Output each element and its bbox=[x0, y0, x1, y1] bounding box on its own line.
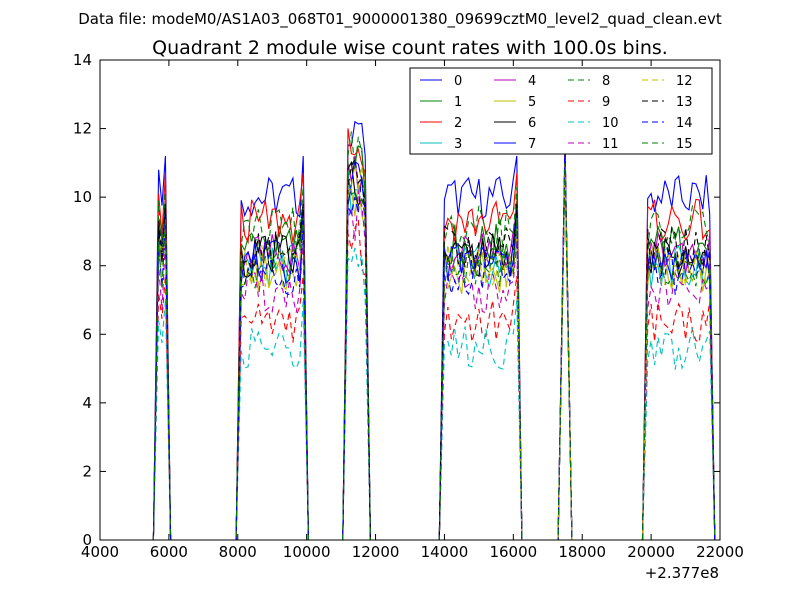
legend-label: 11 bbox=[602, 137, 619, 152]
legend-label: 6 bbox=[528, 116, 536, 131]
x-tick-label: 14000 bbox=[421, 543, 469, 561]
y-tick-label: 8 bbox=[82, 257, 92, 275]
legend-label: 1 bbox=[454, 95, 462, 110]
series-line-9 bbox=[151, 162, 717, 541]
x-tick-label: 8000 bbox=[219, 543, 257, 561]
legend-label: 3 bbox=[454, 137, 462, 152]
legend-label: 8 bbox=[602, 74, 610, 89]
legend-box bbox=[409, 67, 713, 155]
legend-label: 9 bbox=[602, 95, 610, 110]
legend-label: 5 bbox=[528, 95, 536, 110]
axis-ticks: 4000 6000 8000 10000 12000 14000 16000 18000 200… bbox=[73, 51, 744, 561]
x-tick-label: 16000 bbox=[489, 543, 537, 561]
legend-label: 10 bbox=[602, 116, 619, 131]
series-line-2 bbox=[151, 128, 717, 541]
legend-label: 13 bbox=[676, 95, 693, 110]
y-tick-label: 0 bbox=[82, 531, 92, 549]
y-tick-label: 6 bbox=[82, 325, 92, 343]
legend-label: 15 bbox=[676, 137, 693, 152]
x-tick-label: 4000 bbox=[81, 543, 119, 561]
x-tick-label: 12000 bbox=[352, 543, 400, 561]
series-line-8 bbox=[151, 131, 717, 541]
series-line-11 bbox=[151, 142, 717, 541]
y-tick-label: 10 bbox=[73, 188, 92, 206]
x-tick-label: 18000 bbox=[558, 543, 606, 561]
data-file-header: Data file: modeM0/AS1A03_068T01_90000013… bbox=[78, 10, 722, 29]
series-layer bbox=[151, 120, 717, 541]
y-tick-label: 2 bbox=[82, 462, 92, 480]
series-line-13 bbox=[151, 152, 717, 541]
legend-label: 0 bbox=[454, 74, 462, 89]
series-line-15 bbox=[151, 162, 717, 541]
series-line-12 bbox=[151, 162, 717, 541]
x-tick-label: 10000 bbox=[283, 543, 331, 561]
plot-frame bbox=[99, 59, 721, 541]
series-line-14 bbox=[151, 142, 717, 541]
y-tick-label: 14 bbox=[73, 51, 92, 69]
chart-title: Quadrant 2 module wise count rates with … bbox=[152, 37, 668, 59]
x-tick-label: 22000 bbox=[696, 543, 744, 561]
x-tick-label: 20000 bbox=[627, 543, 675, 561]
series-line-10 bbox=[151, 152, 717, 541]
legend-label: 7 bbox=[528, 137, 536, 152]
x-tick-label: 6000 bbox=[150, 543, 188, 561]
x-offset-label: +2.377e8 bbox=[645, 564, 719, 582]
series-line-0 bbox=[151, 120, 717, 541]
legend-label: 2 bbox=[454, 116, 462, 131]
y-tick-label: 4 bbox=[82, 394, 92, 412]
legend-label: 12 bbox=[676, 74, 693, 89]
legend-label: 4 bbox=[528, 74, 536, 89]
y-tick-label: 12 bbox=[73, 120, 92, 138]
legend-label: 14 bbox=[676, 116, 693, 131]
